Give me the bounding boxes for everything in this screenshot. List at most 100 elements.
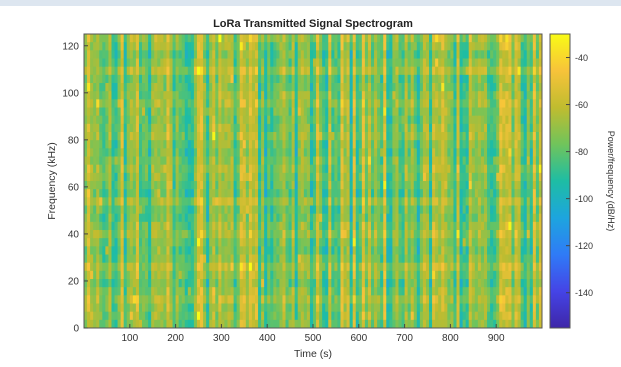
heatmap-cell: [132, 270, 137, 280]
heatmap-cell: [319, 66, 323, 76]
heatmap-cell: [334, 205, 338, 215]
heatmap-cell: [377, 132, 381, 141]
heatmap-cell: [157, 246, 161, 255]
heatmap-cell: [337, 287, 341, 296]
heatmap-cell: [355, 140, 360, 149]
heatmap-cell: [209, 58, 213, 68]
heatmap-cell: [377, 303, 381, 313]
heatmap-cell: [340, 107, 344, 117]
heatmap-cell: [334, 50, 338, 59]
heatmap-cell: [306, 270, 311, 280]
heatmap-cell: [117, 303, 122, 313]
heatmap-cell: [178, 197, 183, 206]
heatmap-cell: [374, 123, 378, 133]
heatmap-cell: [87, 197, 91, 206]
heatmap-cell: [254, 295, 259, 304]
heatmap-cell: [371, 295, 375, 304]
heatmap-cell: [135, 156, 140, 166]
heatmap-cell: [465, 230, 470, 239]
heatmap-cell: [435, 181, 439, 190]
heatmap-cell: [181, 34, 186, 43]
heatmap-cell: [416, 74, 421, 84]
heatmap-cell: [135, 115, 140, 125]
heatmap-cell: [453, 205, 457, 215]
heatmap-cell: [135, 213, 140, 223]
heatmap-cell: [380, 295, 384, 304]
heatmap-cell: [267, 107, 271, 117]
heatmap-cell: [371, 279, 375, 288]
heatmap-cell: [364, 238, 369, 247]
heatmap-cell: [416, 58, 421, 68]
heatmap-cell: [163, 156, 167, 166]
heatmap-cell: [432, 74, 436, 84]
heatmap-cell: [120, 270, 125, 280]
heatmap-cell: [309, 213, 314, 223]
heatmap-cell: [410, 140, 415, 149]
heatmap-cell: [425, 164, 430, 174]
heatmap-cell: [138, 270, 143, 280]
heatmap-cell: [279, 172, 283, 182]
heatmap-cell: [325, 262, 329, 272]
heatmap-cell: [456, 303, 460, 313]
heatmap-cell: [450, 99, 454, 108]
heatmap-cell: [145, 74, 149, 84]
heatmap-cell: [404, 148, 409, 157]
heatmap-cell: [374, 238, 378, 247]
heatmap-cell: [416, 287, 421, 296]
heatmap-cell: [181, 123, 186, 133]
heatmap-cell: [142, 319, 146, 329]
heatmap-cell: [441, 172, 445, 182]
heatmap-cell: [212, 83, 216, 92]
heatmap-cell: [456, 279, 460, 288]
heatmap-cell: [102, 107, 106, 117]
heatmap-cell: [187, 254, 192, 264]
heatmap-cell: [334, 279, 338, 288]
heatmap-cell: [355, 74, 360, 84]
heatmap-cell: [251, 148, 256, 157]
heatmap-cell: [419, 197, 424, 206]
heatmap-cell: [401, 91, 405, 100]
heatmap-cell: [196, 279, 201, 288]
heatmap-cell: [99, 213, 103, 223]
heatmap-cell: [487, 107, 491, 117]
heatmap-cell: [233, 295, 238, 304]
heatmap-cell: [145, 156, 149, 166]
heatmap-cell: [258, 270, 262, 280]
heatmap-cell: [215, 197, 219, 206]
heatmap-cell: [502, 156, 506, 166]
heatmap-cell: [236, 164, 241, 174]
heatmap-cell: [224, 123, 228, 133]
heatmap-cell: [383, 164, 387, 174]
heatmap-cell: [273, 83, 277, 92]
heatmap-cell: [291, 213, 296, 223]
heatmap-cell: [404, 270, 409, 280]
heatmap-cell: [459, 34, 464, 43]
heatmap-cell: [419, 156, 424, 166]
heatmap-cell: [190, 83, 195, 92]
heatmap-cell: [245, 156, 250, 166]
heatmap-cell: [96, 295, 100, 304]
heatmap-cell: [386, 123, 390, 133]
heatmap-cell: [264, 246, 268, 255]
heatmap-cell: [239, 254, 244, 264]
heatmap-cell: [172, 230, 176, 239]
heatmap-cell: [273, 181, 277, 190]
heatmap-cell: [404, 42, 409, 51]
heatmap-cell: [389, 213, 393, 223]
heatmap-cell: [209, 66, 213, 76]
heatmap-cell: [178, 115, 183, 125]
heatmap-cell: [319, 140, 323, 149]
heatmap-cell: [261, 230, 265, 239]
heatmap-cell: [84, 189, 88, 198]
heatmap-cell: [203, 115, 207, 125]
heatmap-cell: [459, 99, 464, 108]
heatmap-cell: [209, 91, 213, 100]
heatmap-cell: [200, 34, 204, 43]
heatmap-cell: [386, 189, 390, 198]
heatmap-cell: [227, 230, 231, 239]
heatmap-cell: [505, 172, 509, 182]
heatmap-cell: [444, 74, 448, 84]
heatmap-cell: [300, 238, 305, 247]
heatmap-cell: [114, 91, 118, 100]
heatmap-cell: [309, 50, 314, 59]
